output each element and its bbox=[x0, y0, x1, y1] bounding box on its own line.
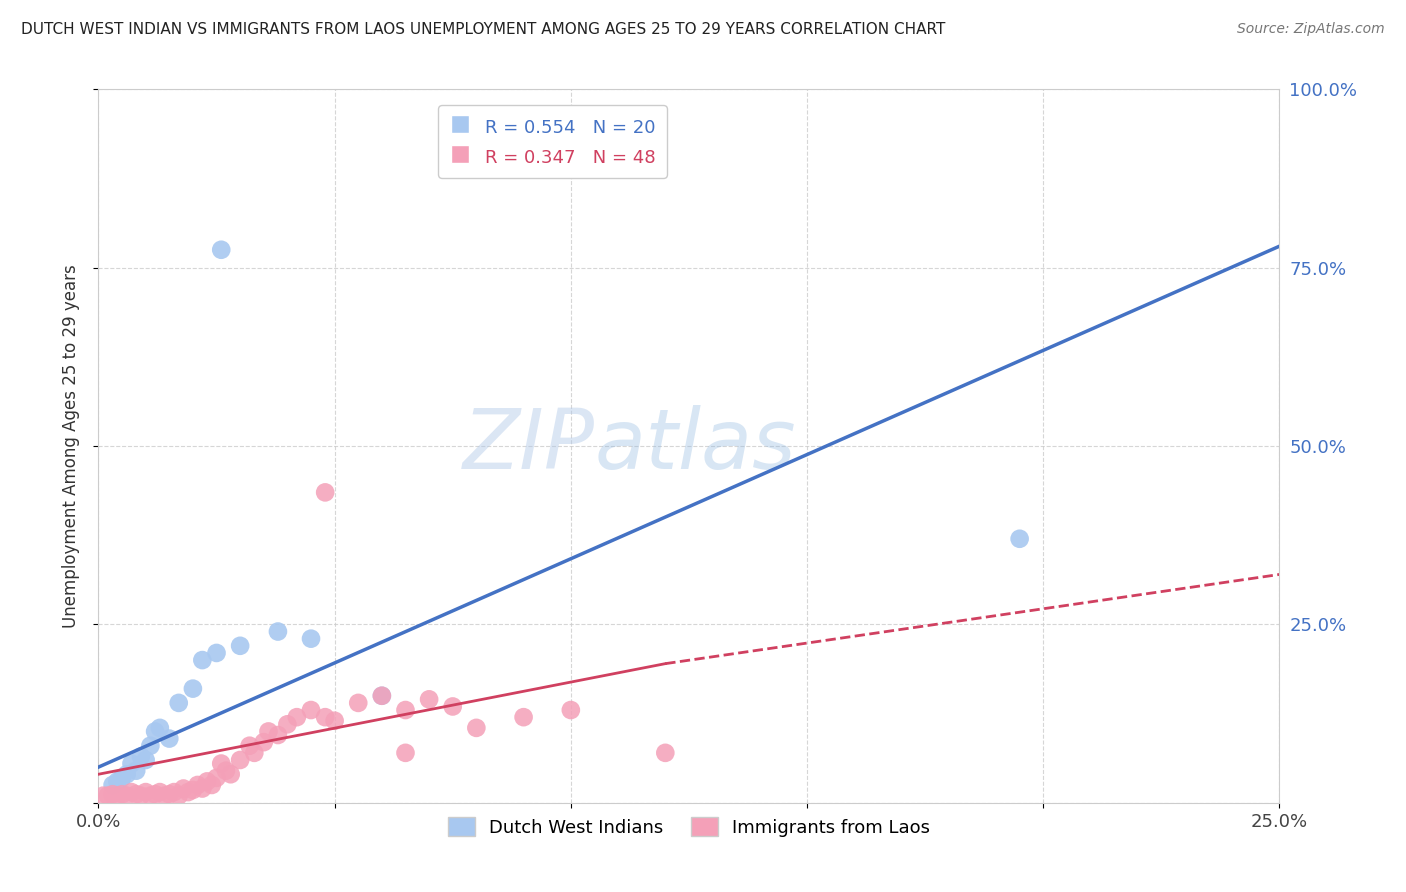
Point bbox=[191, 781, 214, 796]
Point bbox=[239, 739, 262, 753]
Point bbox=[347, 696, 370, 710]
Point bbox=[125, 787, 148, 801]
Point bbox=[111, 771, 134, 785]
Point bbox=[267, 728, 290, 742]
Point bbox=[97, 789, 120, 803]
Y-axis label: Unemployment Among Ages 25 to 29 years: Unemployment Among Ages 25 to 29 years bbox=[62, 264, 80, 628]
Point bbox=[209, 756, 232, 771]
Point bbox=[157, 731, 180, 746]
Point bbox=[394, 703, 416, 717]
Legend: Dutch West Indians, Immigrants from Laos: Dutch West Indians, Immigrants from Laos bbox=[440, 810, 938, 844]
Point bbox=[115, 767, 138, 781]
Point bbox=[441, 699, 464, 714]
Point bbox=[139, 789, 162, 803]
Point bbox=[285, 710, 308, 724]
Point bbox=[143, 724, 166, 739]
Point bbox=[177, 785, 200, 799]
Point bbox=[125, 764, 148, 778]
Point bbox=[257, 724, 280, 739]
Point bbox=[172, 781, 194, 796]
Point bbox=[323, 714, 346, 728]
Point bbox=[229, 639, 252, 653]
Point bbox=[267, 624, 290, 639]
Point bbox=[195, 774, 218, 789]
Point bbox=[167, 789, 190, 803]
Point bbox=[654, 746, 676, 760]
Point bbox=[139, 739, 162, 753]
Text: Source: ZipAtlas.com: Source: ZipAtlas.com bbox=[1237, 22, 1385, 37]
Point bbox=[314, 485, 336, 500]
Point bbox=[91, 789, 114, 803]
Point bbox=[394, 746, 416, 760]
Text: ZIP: ZIP bbox=[463, 406, 595, 486]
Point bbox=[560, 703, 582, 717]
Point bbox=[135, 753, 157, 767]
Point bbox=[219, 767, 242, 781]
Point bbox=[157, 787, 180, 801]
Point bbox=[215, 764, 238, 778]
Point bbox=[191, 653, 214, 667]
Point bbox=[243, 746, 266, 760]
Point bbox=[115, 789, 138, 803]
Point bbox=[149, 785, 172, 799]
Point bbox=[299, 632, 322, 646]
Point bbox=[105, 789, 128, 803]
Point bbox=[181, 681, 204, 696]
Point bbox=[121, 756, 143, 771]
Point bbox=[314, 710, 336, 724]
Point bbox=[371, 689, 394, 703]
Point bbox=[276, 717, 298, 731]
Point bbox=[121, 785, 143, 799]
Point bbox=[299, 703, 322, 717]
Text: atlas: atlas bbox=[595, 406, 796, 486]
Point bbox=[129, 749, 152, 764]
Point bbox=[167, 696, 190, 710]
Point bbox=[371, 689, 394, 703]
Point bbox=[101, 778, 124, 792]
Point bbox=[465, 721, 488, 735]
Point bbox=[187, 778, 209, 792]
Text: DUTCH WEST INDIAN VS IMMIGRANTS FROM LAOS UNEMPLOYMENT AMONG AGES 25 TO 29 YEARS: DUTCH WEST INDIAN VS IMMIGRANTS FROM LAO… bbox=[21, 22, 945, 37]
Point bbox=[129, 789, 152, 803]
Point bbox=[205, 771, 228, 785]
Point bbox=[229, 753, 252, 767]
Point bbox=[143, 787, 166, 801]
Point bbox=[512, 710, 534, 724]
Point bbox=[105, 774, 128, 789]
Point bbox=[149, 721, 172, 735]
Point bbox=[163, 785, 186, 799]
Point bbox=[181, 783, 204, 797]
Point bbox=[205, 646, 228, 660]
Point bbox=[111, 787, 134, 801]
Point bbox=[209, 243, 232, 257]
Point bbox=[135, 785, 157, 799]
Point bbox=[101, 787, 124, 801]
Point bbox=[201, 778, 224, 792]
Point bbox=[418, 692, 440, 706]
Point bbox=[1008, 532, 1031, 546]
Point bbox=[153, 789, 176, 803]
Point bbox=[253, 735, 276, 749]
